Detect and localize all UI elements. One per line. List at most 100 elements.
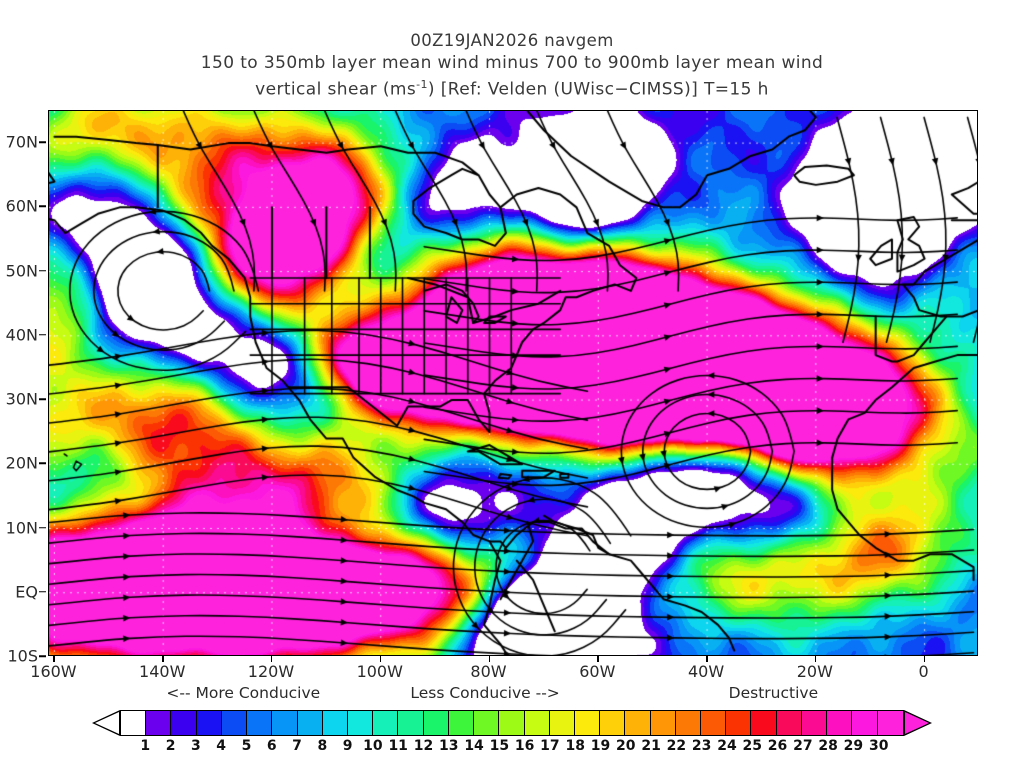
colorbar-tick-labels: 1 2 3 4 5 6 7 8 9 10 11 12 13 14 15 16 17 18 19 20 21 22 23 24 2… <box>92 738 932 758</box>
colorbar-tick-label: 26 <box>767 738 788 754</box>
latitude-tick-mark <box>39 655 46 657</box>
colorbar-tick-label: 21 <box>641 738 661 754</box>
colorbar-swatch[interactable] <box>600 711 626 735</box>
colorbar-swatch[interactable] <box>474 711 500 735</box>
colorbar-swatch[interactable] <box>574 711 601 735</box>
colorbar-tick-label: 9 <box>342 738 353 754</box>
colorbar-tick-label: 25 <box>742 738 762 754</box>
colorbar-tick-label: 22 <box>666 738 687 754</box>
colorbar-swatch[interactable] <box>347 711 374 735</box>
title-reference-suffix: ) [Ref: Velden (UWisc−CIMSS)] T=15 h <box>427 79 769 100</box>
colorbar-over-arrow-fill <box>905 712 929 734</box>
colorbar-tick-label: 20 <box>616 738 636 754</box>
colorbar-swatch[interactable] <box>398 711 424 735</box>
legend-destructive: Destructive <box>728 684 819 702</box>
colorbar-swatch[interactable] <box>776 711 802 735</box>
colorbar-swatch[interactable] <box>196 711 222 735</box>
colorbar-swatch[interactable] <box>146 711 172 735</box>
colorbar-swatch[interactable] <box>524 711 550 735</box>
longitude-tick-mark <box>923 656 926 662</box>
latitude-tick-label: 10S <box>7 646 38 666</box>
colorbar-tick-label: 16 <box>514 738 535 754</box>
title-line-units-reference: vertical shear (ms-1) [Ref: Velden (UWis… <box>0 74 1024 101</box>
latitude-axis: 70N 60N 50N 40N 30N 20N 10N EQ 10S <box>0 110 46 666</box>
colorbar-tick-label: 23 <box>691 738 712 754</box>
colorbar-tick-label: 12 <box>413 738 434 754</box>
colorbar-swatch[interactable] <box>247 711 273 735</box>
colorbar-swatch[interactable] <box>801 711 828 735</box>
colorbar-swatch[interactable] <box>549 711 575 735</box>
longitude-tick-label: 100W <box>356 662 403 681</box>
colorbar-swatch[interactable] <box>272 711 298 735</box>
colorbar-tick-label: 7 <box>292 738 302 754</box>
colorbar-swatch[interactable] <box>726 711 752 735</box>
longitude-tick-mark <box>270 656 273 662</box>
latitude-tick-label: 10N <box>5 518 38 538</box>
latitude-tick-mark <box>39 334 46 336</box>
latitude-tick-label: 70N <box>5 132 38 152</box>
colorbar-swatch[interactable] <box>852 711 878 735</box>
longitude-tick-mark <box>53 656 55 662</box>
colorbar-tick-label: 13 <box>439 738 459 754</box>
colorbar-tick-label: 3 <box>190 738 201 754</box>
latitude-tick-label: 60N <box>5 196 38 216</box>
longitude-axis: 160W 140W 120W 100W 80W 60W 40W 20W 0 <box>30 656 978 682</box>
latitude-tick-mark <box>39 141 46 143</box>
colorbar-tick-label: 6 <box>266 738 277 754</box>
latitude-tick-mark <box>39 591 46 593</box>
latitude-tick-mark <box>39 526 46 529</box>
longitude-tick-mark <box>706 656 708 662</box>
colorbar-swatch[interactable] <box>827 711 853 735</box>
map-plot-area[interactable] <box>48 110 978 656</box>
colorbar-swatch[interactable] <box>373 711 399 735</box>
latitude-tick-label: 40N <box>5 325 38 345</box>
longitude-tick-label: 120W <box>247 662 295 681</box>
longitude-tick-mark <box>597 656 599 662</box>
colorbar-tick-label: 27 <box>793 738 813 754</box>
colorbar-swatch[interactable] <box>297 711 323 735</box>
longitude-tick-mark <box>162 656 164 662</box>
longitude-tick-label: 40W <box>687 662 725 681</box>
colorbar-swatch[interactable] <box>499 711 525 735</box>
colorbar-swatch[interactable] <box>625 711 651 735</box>
title-units-exponent: -1 <box>416 78 428 91</box>
colorbar-swatch[interactable] <box>701 711 727 735</box>
colorbar-swatch[interactable] <box>322 711 348 735</box>
colorbar-swatch[interactable] <box>448 711 475 735</box>
colorbar-tick-label: 29 <box>843 738 864 754</box>
longitude-tick-label: 0 <box>918 662 929 681</box>
colorbar-swatches[interactable] <box>120 710 904 736</box>
colorbar-swatch[interactable] <box>675 711 702 735</box>
colorbar-tick-label: 18 <box>565 738 585 754</box>
colorbar-tick-label: 1 <box>140 738 151 754</box>
colorbar[interactable] <box>92 710 932 736</box>
longitude-tick-mark <box>379 656 382 662</box>
colorbar-tick-label: 24 <box>717 738 737 754</box>
colorbar-swatch[interactable] <box>751 711 777 735</box>
colorbar-annotations: <-- More Conducive Less Conducive --> De… <box>48 684 978 704</box>
latitude-tick-label: EQ <box>15 582 38 602</box>
colorbar-under-arrow-fill <box>95 712 119 734</box>
colorbar-swatch[interactable] <box>877 711 903 735</box>
longitude-tick-label: 20W <box>796 662 833 681</box>
latitude-tick-mark <box>39 462 46 465</box>
longitude-tick-label: 80W <box>470 662 507 681</box>
latitude-tick-mark <box>39 269 46 272</box>
colorbar-tick-label: 10 <box>363 738 383 754</box>
colorbar-tick-label: 8 <box>317 738 328 754</box>
colorbar-swatch[interactable] <box>121 711 147 735</box>
latitude-tick-mark <box>39 205 46 208</box>
colorbar-swatch[interactable] <box>221 711 248 735</box>
longitude-tick-label: 60W <box>579 662 616 681</box>
colorbar-swatch[interactable] <box>650 711 676 735</box>
longitude-tick-label: 140W <box>139 662 186 681</box>
legend-less-conducive: Less Conducive --> <box>410 684 560 702</box>
colorbar-tick-label: 17 <box>540 738 560 754</box>
colorbar-swatch[interactable] <box>423 711 449 735</box>
colorbar-swatch[interactable] <box>171 711 197 735</box>
chart-title-block: 00Z19JAN2026 navgem 150 to 350mb layer m… <box>0 30 1024 101</box>
colorbar-tick-label: 28 <box>818 738 838 754</box>
latitude-tick-label: 30N <box>5 389 38 409</box>
title-line-model: 00Z19JAN2026 navgem <box>410 31 614 50</box>
latitude-tick-label: 20N <box>5 453 38 473</box>
